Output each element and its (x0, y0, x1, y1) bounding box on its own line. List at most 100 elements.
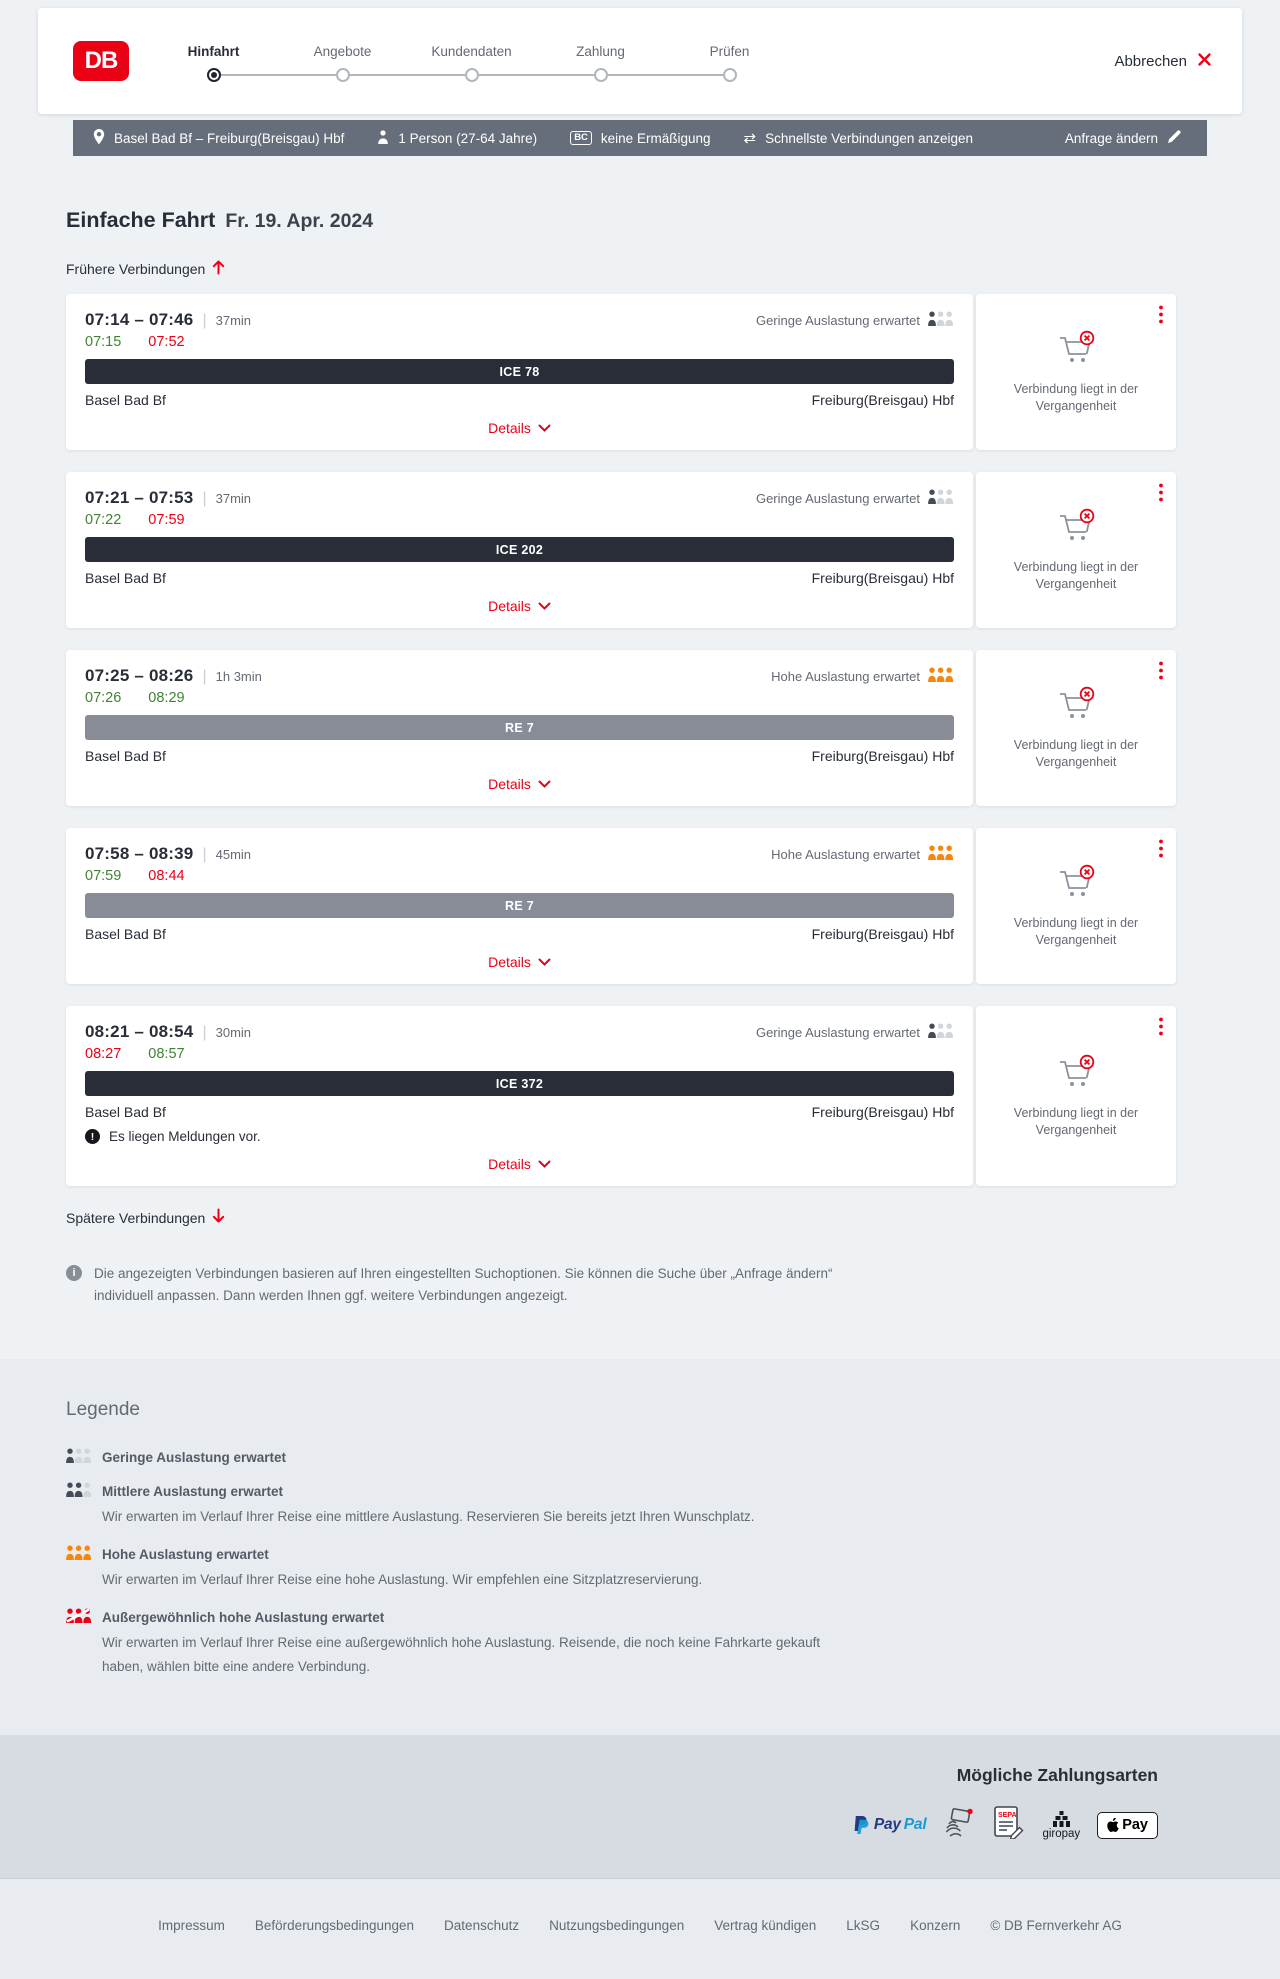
search-options-note-text: Die angezeigten Verbindungen basieren au… (94, 1266, 833, 1303)
connection-side-panel: Verbindung liegt in der Vergangenheit (976, 650, 1176, 806)
edit-request-button[interactable]: Anfrage ändern (1059, 129, 1187, 148)
credit-card-icon (943, 1807, 977, 1843)
occupancy: Geringe Auslastung erwartet (756, 489, 954, 507)
duration: 1h 3min (215, 669, 262, 684)
past-connection-note: Verbindung liegt in der Vergangenheit (1013, 1106, 1139, 1137)
connection-main: 07:58 – 08:39 | 45min Hohe Auslastung er… (66, 828, 973, 984)
kebab-menu-button[interactable] (1156, 1015, 1166, 1041)
step-circle-icon (464, 68, 479, 82)
details-button[interactable]: Details (482, 953, 557, 971)
footer-link[interactable]: Vertrag kündigen (714, 1918, 817, 1933)
footer-link[interactable]: Impressum (158, 1918, 225, 1933)
discount-label: keine Ermäßigung (600, 130, 711, 146)
giropay-text: giropay (1042, 1827, 1081, 1840)
destination-station: Freiburg(Breisgau) Hbf (811, 926, 954, 942)
details-button[interactable]: Details (482, 597, 557, 615)
occupancy: Geringe Auslastung erwartet (756, 311, 954, 329)
actual-times-row: 07:59 08:44 (85, 868, 954, 884)
occupancy: Hohe Auslastung erwartet (771, 845, 954, 863)
occupancy-icon (928, 1023, 954, 1041)
train-label-bar: RE 7 (85, 715, 954, 740)
train-name: ICE 202 (495, 542, 544, 557)
step-circle-icon (722, 68, 737, 82)
destination-station: Freiburg(Breisgau) Hbf (811, 570, 954, 586)
cancel-label: Abbrechen (1114, 52, 1187, 70)
train-label-bar: ICE 78 (85, 359, 954, 384)
message-text: Es liegen Meldungen vor. (109, 1129, 261, 1144)
later-connections-link[interactable]: Spätere Verbindungen (66, 1208, 225, 1227)
connection-main: 07:25 – 08:26 | 1h 3min Hohe Auslastung … (66, 650, 973, 806)
kebab-menu-button[interactable] (1156, 659, 1166, 685)
destination-station: Freiburg(Breisgau) Hbf (811, 1104, 954, 1120)
sort-option[interactable]: ⇄ Schnellste Verbindungen anzeigen (743, 131, 973, 146)
chevron-down-icon (538, 420, 551, 436)
actual-departure: 07:26 (85, 690, 122, 706)
footer-link[interactable]: LkSG (846, 1918, 881, 1933)
footer-link[interactable]: Konzern (910, 1918, 961, 1933)
connections-list: 07:14 – 07:46 | 37min Geringe Auslastung… (66, 294, 1176, 1186)
duration: 45min (215, 847, 252, 862)
paypal-text-pal: Pal (903, 1816, 927, 1833)
cart-unavailable-icon (1054, 507, 1098, 550)
origin-station: Basel Bad Bf (85, 570, 166, 586)
kebab-menu-button[interactable] (1156, 837, 1166, 863)
details-button[interactable]: Details (482, 419, 557, 437)
arrow-down-icon (212, 1208, 225, 1227)
progress-step[interactable]: Zahlung (536, 44, 723, 82)
kebab-menu-button[interactable] (1156, 303, 1166, 329)
actual-arrival: 08:29 (148, 690, 185, 706)
origin-station: Basel Bad Bf (85, 1104, 166, 1120)
details-button[interactable]: Details (482, 775, 557, 793)
paypal-text-pay: Pay (873, 1816, 901, 1833)
connection-main: 08:21 – 08:54 | 30min Geringe Auslastung… (66, 1006, 973, 1186)
earlier-connections-link[interactable]: Frühere Verbindungen (66, 259, 225, 278)
footer-link[interactable]: Beförderungsbedingungen (254, 1918, 415, 1933)
details-button[interactable]: Details (482, 1155, 557, 1173)
paypal-icon: Pay Pal (853, 1815, 927, 1835)
connection-side-panel: Verbindung liegt in der Vergangenheit (976, 828, 1176, 984)
legend-item-desc: Wir erwarten im Verlauf Ihrer Reise eine… (102, 1509, 755, 1524)
app-header: DB Hinfahrt Angebote Kundendaten Zahlung Prü… (38, 8, 1242, 114)
planned-times-row: 07:21 – 07:53 | 37min (85, 488, 251, 508)
footer-links: Impressum Beförderungsbedingungen Datensch… (158, 1918, 960, 1933)
step-label: Hinfahrt (187, 44, 240, 59)
passengers-chip: 1 Person (27-64 Jahre) (377, 129, 538, 147)
destination-station: Freiburg(Breisgau) Hbf (811, 392, 954, 408)
past-connection-note: Verbindung liegt in der Vergangenheit (1013, 382, 1139, 413)
progress-step[interactable]: Kundendaten (407, 44, 594, 82)
train-label-bar: ICE 202 (85, 537, 954, 562)
step-circle-icon (335, 68, 350, 82)
progress-step[interactable]: Hinfahrt (149, 44, 336, 82)
actual-arrival: 08:57 (148, 1046, 185, 1062)
connection-main: 07:14 – 07:46 | 37min Geringe Auslastung… (66, 294, 973, 450)
duration: 30min (215, 1025, 252, 1040)
db-logo[interactable]: DB (73, 41, 129, 81)
legend-occupancy-icon (66, 1482, 92, 1500)
train-name: ICE 78 (499, 364, 540, 379)
actual-times-row: 07:15 07:52 (85, 334, 954, 350)
payment-methods-row: Pay Pal SEPA giropay (853, 1806, 1158, 1844)
legend-title: Legende (66, 1399, 140, 1420)
step-label: Zahlung (576, 44, 625, 59)
details-label: Details (488, 776, 531, 792)
stations-row: Basel Bad Bf Freiburg(Breisgau) Hbf (85, 570, 954, 586)
svg-text:SEPA: SEPA (998, 1812, 1017, 1819)
passengers-label: 1 Person (27-64 Jahre) (398, 130, 538, 146)
step-circle-icon (593, 68, 608, 82)
occupancy-icon (928, 667, 954, 685)
kebab-menu-button[interactable] (1156, 481, 1166, 507)
payments-title: Mögliche Zahlungsarten (956, 1765, 1158, 1785)
connection-card: 07:14 – 07:46 | 37min Geringe Auslastung… (66, 294, 1176, 450)
actual-departure: 07:22 (85, 512, 122, 528)
footer-link[interactable]: Nutzungsbedingungen (549, 1918, 685, 1933)
connection-side-panel: Verbindung liegt in der Vergangenheit (976, 1006, 1176, 1186)
copyright-text: © DB Fernverkehr AG (990, 1918, 1122, 1933)
progress-step[interactable]: Angebote (278, 44, 465, 82)
progress-step[interactable]: Prüfen (665, 44, 794, 82)
footer-link[interactable]: Datenschutz (444, 1918, 520, 1933)
cancel-button[interactable]: Abbrechen (1108, 51, 1218, 72)
past-connection-note: Verbindung liegt in der Vergangenheit (1013, 916, 1139, 947)
train-label-bar: RE 7 (85, 893, 954, 918)
actual-times-row: 07:26 08:29 (85, 690, 954, 706)
alert-icon: ! (85, 1129, 100, 1144)
